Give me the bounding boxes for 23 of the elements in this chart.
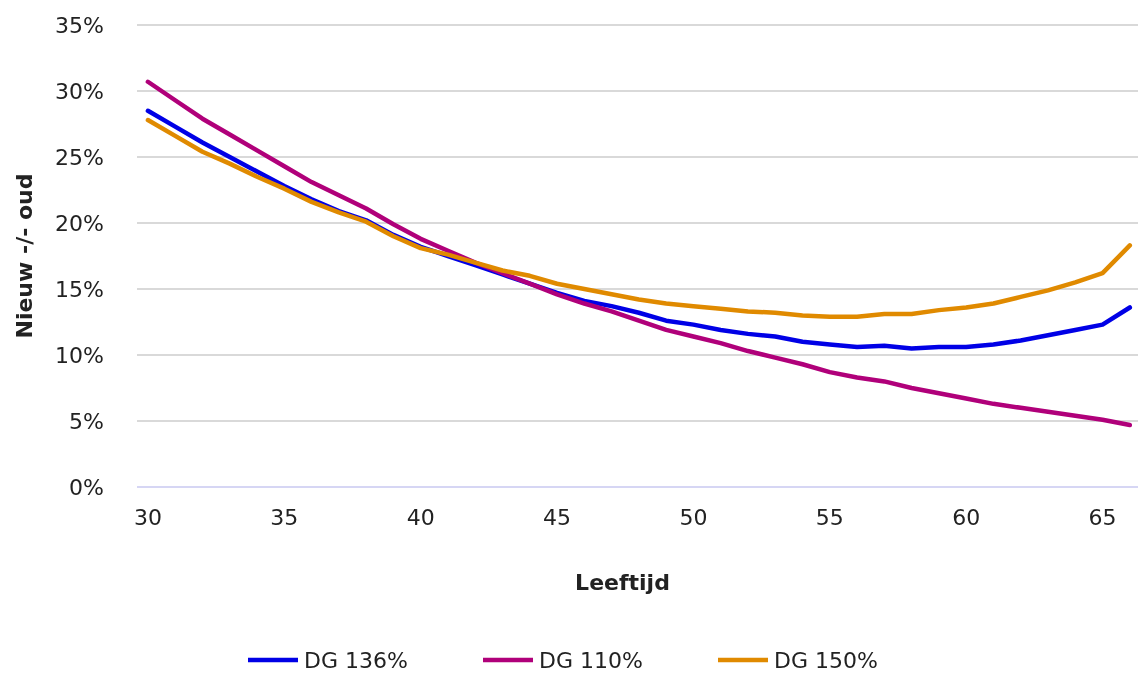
y-tick-label: 5% bbox=[69, 408, 104, 434]
legend-label: DG 110% bbox=[539, 647, 643, 673]
y-tick-label: 10% bbox=[55, 342, 104, 368]
x-tick-label: 30 bbox=[133, 505, 162, 530]
y-axis-title: Nieuw -/- oud bbox=[12, 173, 37, 339]
x-axis-title: Leeftijd bbox=[575, 570, 670, 595]
x-tick-label: 65 bbox=[1088, 505, 1117, 530]
y-tick-label: 25% bbox=[55, 144, 104, 170]
x-tick-label: 35 bbox=[270, 505, 299, 530]
line-series bbox=[145, 79, 1133, 428]
x-tick-label: 40 bbox=[406, 505, 435, 530]
legend-label: DG 136% bbox=[304, 647, 408, 673]
line-series bbox=[145, 117, 1133, 319]
x-tick-label: 50 bbox=[679, 505, 708, 530]
y-tick-label: 30% bbox=[55, 78, 104, 104]
y-tick-label: 20% bbox=[55, 210, 104, 236]
y-tick-label: 35% bbox=[55, 12, 104, 38]
y-tick-label: 0% bbox=[69, 474, 104, 500]
x-tick-label: 45 bbox=[543, 505, 572, 530]
x-tick-label: 55 bbox=[815, 505, 844, 530]
legend-label: DG 150% bbox=[774, 647, 878, 673]
x-tick-label: 60 bbox=[952, 505, 981, 530]
y-tick-label: 15% bbox=[55, 276, 104, 302]
